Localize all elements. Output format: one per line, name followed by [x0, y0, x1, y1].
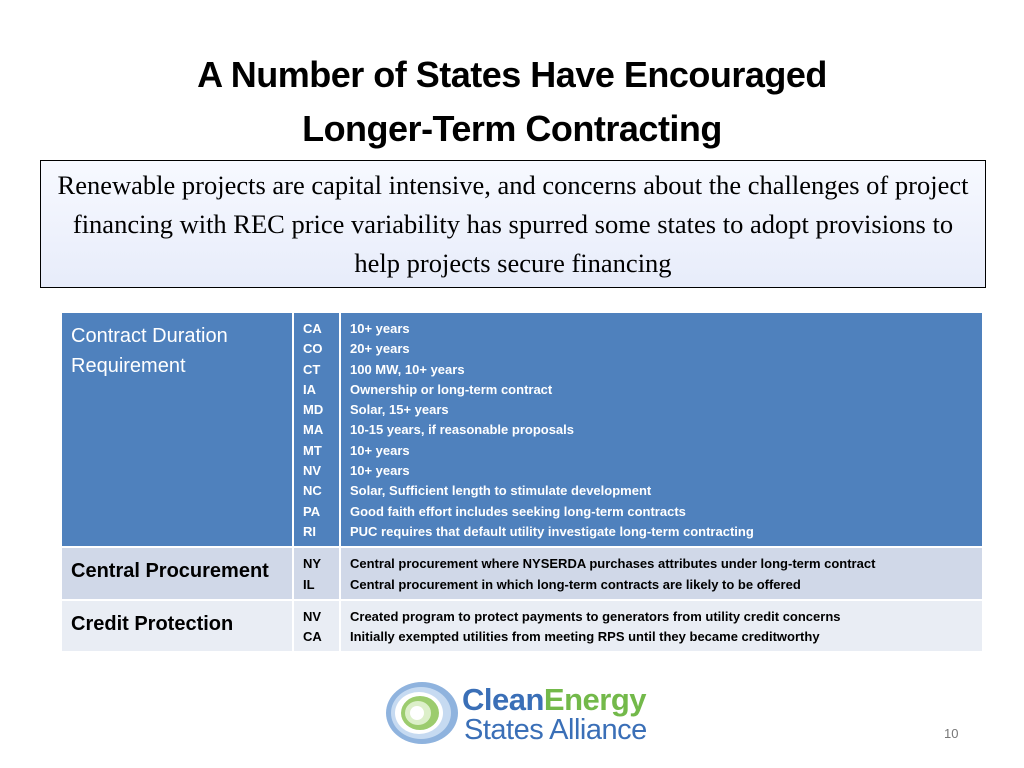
detail-text: Initially exempted utilities from meetin…: [350, 629, 820, 645]
details-cell: Central procurement where NYSERDA purcha…: [339, 546, 984, 601]
detail-text: Created program to protect payments to g…: [350, 608, 841, 624]
state-code: CA: [303, 321, 322, 336]
state-code: MD: [303, 402, 324, 418]
page-number: 10: [944, 726, 959, 741]
detail-text: Ownership or long-term contract: [350, 381, 553, 397]
table-row: Credit Protection NV CA Created program …: [60, 598, 984, 654]
slide-title-line-2: Longer-Term Contracting: [302, 108, 722, 149]
details-cell: Created program to protect payments to g…: [339, 598, 984, 654]
state-code: CA: [303, 629, 322, 645]
detail-text: Central procurement in which long-term c…: [350, 576, 801, 592]
provisions-table: Contract Duration Requirement CA CO CT I…: [60, 310, 984, 654]
state-code: CT: [303, 361, 321, 377]
table-row: Contract Duration Requirement CA CO CT I…: [60, 310, 984, 549]
slide-title: A Number of States Have Encouraged Longe…: [0, 48, 1024, 156]
state-code: IL: [303, 576, 315, 592]
category-cell: Contract Duration Requirement: [60, 310, 294, 549]
details-cell: 10+ years 20+ years 100 MW, 10+ years Ow…: [339, 310, 984, 549]
state-code: MA: [303, 422, 324, 438]
detail-text: 10+ years: [350, 321, 410, 336]
state-code: RI: [303, 523, 316, 539]
state-code: NV: [303, 608, 322, 624]
detail-text: PUC requires that default utility invest…: [350, 523, 754, 539]
state-code: CO: [303, 341, 323, 357]
category-cell: Central Procurement: [60, 546, 294, 601]
state-code: IA: [303, 381, 316, 397]
table-row: Central Procurement NY IL Central procur…: [60, 546, 984, 601]
detail-text: Central procurement where NYSERDA purcha…: [350, 556, 876, 572]
state-code: NY: [303, 556, 322, 572]
states-cell: NY IL: [292, 546, 341, 601]
state-code: NV: [303, 463, 322, 479]
state-code: NC: [303, 483, 322, 499]
callout-text: Renewable projects are capital intensive…: [57, 169, 969, 278]
logo-wordmark-bottom: States Alliance: [464, 714, 647, 746]
state-code: PA: [303, 503, 321, 519]
states-cell: CA CO CT IA MD MA MT NV NC PA RI: [292, 310, 341, 549]
logo-swirl-icon: [386, 682, 458, 744]
callout-box: Renewable projects are capital intensive…: [40, 160, 986, 288]
detail-text: 10+ years: [350, 442, 410, 458]
state-code: MT: [303, 442, 322, 458]
logo-word-clean: Clean: [462, 682, 544, 717]
logo-wordmark-top: CleanEnergy: [462, 682, 647, 717]
category-cell: Credit Protection: [60, 598, 294, 654]
detail-text: 20+ years: [350, 341, 410, 357]
detail-text: 10+ years: [350, 463, 410, 479]
detail-text: Good faith effort includes seeking long-…: [350, 503, 686, 519]
detail-text: 100 MW, 10+ years: [350, 361, 465, 377]
slide-title-line-1: A Number of States Have Encouraged: [197, 54, 827, 95]
detail-text: Solar, Sufficient length to stimulate de…: [350, 483, 652, 499]
detail-text: 10-15 years, if reasonable proposals: [350, 422, 574, 438]
logo-word-energy: Energy: [543, 682, 647, 717]
detail-text: Solar, 15+ years: [350, 402, 449, 418]
states-cell: NV CA: [292, 598, 341, 654]
clean-energy-states-alliance-logo: CleanEnergy States Alliance: [384, 680, 648, 746]
